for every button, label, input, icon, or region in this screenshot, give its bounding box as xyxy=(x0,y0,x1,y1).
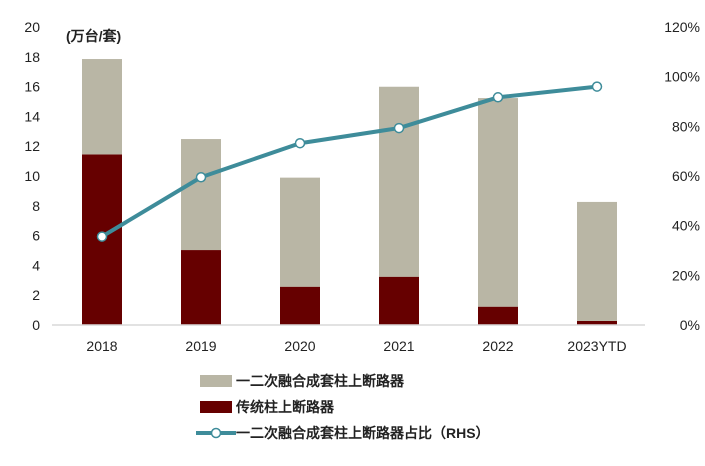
bar-segment xyxy=(478,306,518,325)
legend-marker xyxy=(210,427,222,439)
y-tick-label: 6 xyxy=(32,228,40,244)
y-tick-label: 0 xyxy=(32,317,40,333)
bar-segment xyxy=(478,98,518,307)
y-tick-label: 4 xyxy=(32,257,40,273)
x-tick-label: 2023YTD xyxy=(567,338,626,354)
bar-segment xyxy=(181,250,221,325)
y-axis-unit-label: (万台/套) xyxy=(66,28,121,44)
line-point xyxy=(294,137,306,149)
line-point xyxy=(96,231,108,242)
y-tick-label: 18 xyxy=(24,49,40,65)
bar-segment xyxy=(280,177,320,287)
y-tick-label: 14 xyxy=(24,108,40,124)
line-point xyxy=(393,122,405,134)
y-tick-label: 10 xyxy=(24,168,40,184)
y-tick-label: 20 xyxy=(24,19,40,35)
legend-label: 一二次融合成套柱上断路器 xyxy=(236,373,405,389)
y2-tick-label: 100% xyxy=(664,69,700,85)
bar-segment xyxy=(577,320,617,325)
y2-tick-label: 0% xyxy=(680,317,700,333)
y-tick-label: 8 xyxy=(32,198,40,214)
y2-tick-label: 120% xyxy=(664,19,700,35)
y2-tick-label: 20% xyxy=(672,267,700,283)
y-tick-label: 12 xyxy=(24,138,40,154)
legend-swatch xyxy=(200,375,232,387)
x-tick-label: 2021 xyxy=(383,338,414,354)
legend-label: 一二次融合成套柱上断路器占比（RHS） xyxy=(236,425,490,441)
bar-segment xyxy=(181,139,221,251)
bar-segment xyxy=(379,86,419,277)
legend-label: 传统柱上断路器 xyxy=(235,399,335,415)
y-tick-label: 16 xyxy=(24,79,40,95)
legend-item: 传统柱上断路器 xyxy=(200,399,335,415)
line-point xyxy=(591,81,603,92)
y-tick-label: 2 xyxy=(32,287,40,303)
legend-swatch xyxy=(200,401,232,413)
legend-item: 一二次融合成套柱上断路器 xyxy=(200,373,405,389)
bar-segment xyxy=(82,59,122,155)
x-tick-label: 2022 xyxy=(482,338,513,354)
line-point xyxy=(492,92,504,103)
bar-segment xyxy=(577,201,617,321)
legend-item: 一二次融合成套柱上断路器占比（RHS） xyxy=(196,425,490,441)
y2-tick-label: 60% xyxy=(672,168,700,184)
x-tick-label: 2018 xyxy=(86,338,117,354)
x-tick-label: 2019 xyxy=(185,338,216,354)
x-tick-label: 2020 xyxy=(284,338,315,354)
bar-segment xyxy=(379,276,419,325)
bar-segment xyxy=(280,286,320,325)
y2-tick-label: 80% xyxy=(672,118,700,134)
line-point xyxy=(195,171,207,183)
y2-tick-label: 40% xyxy=(672,218,700,234)
series-line xyxy=(100,84,598,239)
